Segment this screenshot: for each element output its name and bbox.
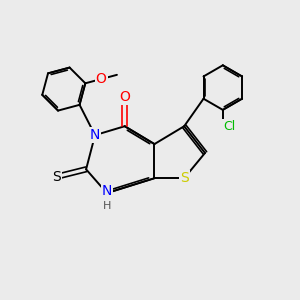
Text: Cl: Cl: [223, 120, 236, 133]
Text: O: O: [119, 89, 130, 103]
Text: S: S: [180, 171, 189, 185]
Text: S: S: [52, 170, 61, 184]
Text: O: O: [96, 72, 106, 86]
Text: H: H: [103, 201, 111, 211]
Text: N: N: [102, 184, 112, 198]
Text: N: N: [90, 128, 100, 142]
